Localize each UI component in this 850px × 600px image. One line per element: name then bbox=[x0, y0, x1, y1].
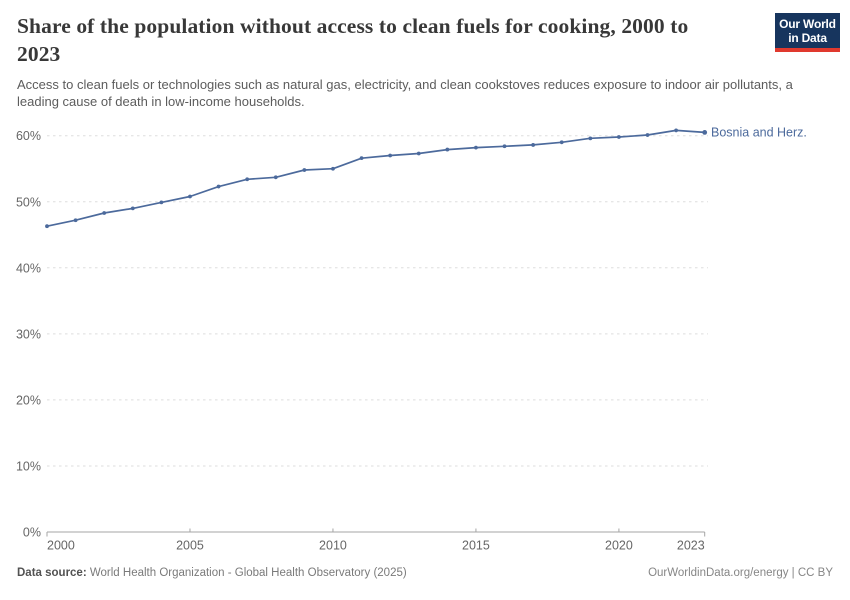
x-tick-label: 2010 bbox=[319, 539, 347, 553]
data-point[interactable] bbox=[588, 136, 593, 141]
x-tick-label: 2015 bbox=[462, 539, 490, 553]
chart-footer: Data source: World Health Organization -… bbox=[17, 567, 833, 579]
page-title: Share of the population without access t… bbox=[17, 14, 689, 66]
series-label[interactable]: Bosnia and Herz. bbox=[711, 126, 807, 140]
y-tick-label: 50% bbox=[16, 195, 41, 209]
data-point[interactable] bbox=[130, 206, 135, 211]
credit-link[interactable]: OurWorldinData.org/energy | CC BY bbox=[648, 567, 833, 579]
y-tick-label: 30% bbox=[16, 327, 41, 341]
y-tick-label: 40% bbox=[16, 261, 41, 275]
y-tick-label: 0% bbox=[23, 526, 41, 540]
x-tick-label: 2005 bbox=[176, 539, 204, 553]
data-point[interactable] bbox=[674, 128, 679, 133]
x-tick-label: 2000 bbox=[47, 539, 75, 553]
owid-logo-line2: in Data bbox=[788, 30, 827, 45]
data-point[interactable] bbox=[45, 224, 49, 229]
data-point[interactable] bbox=[502, 144, 507, 149]
data-point[interactable] bbox=[388, 153, 393, 158]
data-point[interactable] bbox=[617, 135, 621, 139]
owid-logo-accent bbox=[775, 48, 840, 52]
data-point[interactable] bbox=[302, 168, 307, 172]
data-point[interactable] bbox=[245, 177, 250, 182]
data-point[interactable] bbox=[702, 129, 708, 135]
y-tick-label: 10% bbox=[16, 459, 41, 473]
x-tick-label: 2023 bbox=[677, 539, 705, 553]
data-source: Data source: World Health Organization -… bbox=[17, 567, 407, 579]
data-point[interactable] bbox=[359, 156, 364, 161]
data-source-value: World Health Organization - Global Healt… bbox=[86, 567, 407, 579]
data-point[interactable] bbox=[102, 211, 107, 215]
y-tick-label: 20% bbox=[16, 393, 41, 407]
chart-subtitle: Access to clean fuels or technologies su… bbox=[17, 77, 793, 109]
data-point[interactable] bbox=[416, 151, 421, 156]
data-point[interactable] bbox=[474, 145, 478, 150]
data-point[interactable] bbox=[445, 147, 450, 152]
data-point[interactable] bbox=[159, 200, 164, 205]
series-line[interactable] bbox=[46, 129, 706, 228]
data-point[interactable] bbox=[73, 218, 78, 223]
owid-logo: Our World in Data bbox=[775, 13, 840, 52]
data-point[interactable] bbox=[216, 184, 221, 189]
data-point[interactable] bbox=[559, 140, 564, 145]
data-point[interactable] bbox=[273, 175, 278, 180]
y-tick-label: 60% bbox=[16, 129, 41, 143]
data-source-label: Data source: bbox=[17, 567, 87, 579]
owid-logo-line1: Our World bbox=[779, 16, 836, 31]
data-point[interactable] bbox=[331, 166, 335, 171]
data-point[interactable] bbox=[645, 133, 650, 137]
owid-logo-box: Our World in Data bbox=[775, 13, 840, 48]
data-point[interactable] bbox=[531, 143, 536, 147]
data-point[interactable] bbox=[188, 194, 192, 199]
x-tick-label: 2020 bbox=[605, 539, 633, 553]
